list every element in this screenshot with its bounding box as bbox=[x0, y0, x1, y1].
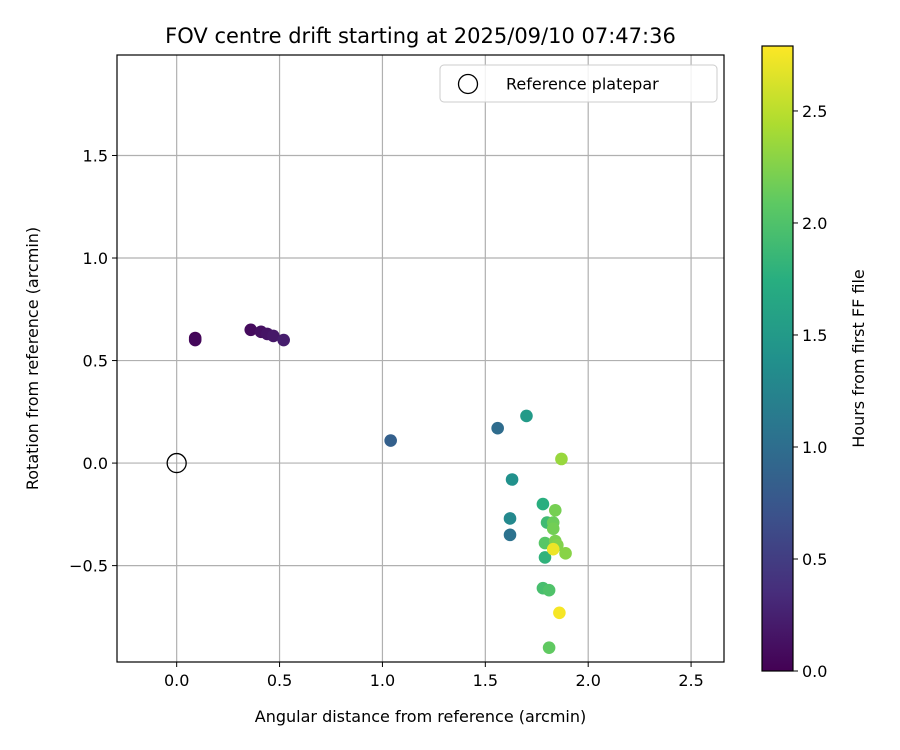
colorbar-gradient bbox=[762, 46, 793, 671]
x-tick-label: 0.5 bbox=[267, 671, 292, 690]
colorbar-tick-label: 0.5 bbox=[802, 550, 827, 569]
y-axis-label: Rotation from reference (arcmin) bbox=[23, 227, 42, 490]
y-tick-label: −0.5 bbox=[69, 557, 108, 576]
colorbar-tick-label: 2.5 bbox=[802, 102, 827, 121]
data-point bbox=[188, 333, 202, 347]
data-point bbox=[546, 522, 560, 536]
x-tick-label: 1.5 bbox=[473, 671, 498, 690]
data-point bbox=[542, 641, 556, 654]
colorbar-label: Hours from first FF file bbox=[849, 269, 868, 448]
y-tick-label: 0.5 bbox=[83, 352, 108, 371]
colorbar-frame bbox=[761, 45, 794, 672]
data-point bbox=[503, 528, 517, 542]
colorbar-tick-label: 0.0 bbox=[802, 662, 827, 681]
legend: Reference platepar bbox=[439, 64, 718, 103]
y-tick-label: 1.5 bbox=[83, 146, 108, 165]
data-point bbox=[244, 323, 258, 337]
legend-label: Reference platepar bbox=[506, 75, 659, 94]
data-points bbox=[188, 323, 572, 654]
chart-title: FOV centre drift starting at 2025/09/10 … bbox=[165, 24, 676, 48]
x-tick-label: 2.5 bbox=[678, 671, 703, 690]
data-point bbox=[491, 421, 504, 435]
y-tick-label: 0.0 bbox=[83, 454, 108, 473]
data-point bbox=[555, 452, 568, 466]
x-axis-ticks: 0.0 0.5 1.0 1.5 2.0 2.5 bbox=[164, 662, 704, 690]
x-tick-label: 0.0 bbox=[164, 671, 189, 690]
x-tick-label: 1.0 bbox=[370, 671, 395, 690]
grid-lines bbox=[117, 55, 724, 662]
data-point bbox=[559, 547, 572, 560]
colorbar-tick-label: 2.0 bbox=[802, 214, 827, 233]
data-point bbox=[267, 329, 280, 343]
data-point bbox=[548, 503, 562, 517]
plot-frame bbox=[116, 54, 725, 663]
data-point bbox=[538, 551, 552, 564]
colorbar-ticks: 0.0 0.5 1.0 1.5 2.0 2.5 bbox=[793, 102, 827, 681]
data-point bbox=[503, 512, 517, 525]
data-point bbox=[505, 473, 519, 486]
data-point bbox=[546, 542, 560, 556]
data-point bbox=[520, 409, 533, 423]
legend-box bbox=[439, 64, 718, 103]
colorbar: 0.0 0.5 1.0 1.5 2.0 2.5 Hours from first FF f… bbox=[761, 45, 868, 681]
data-point bbox=[384, 434, 397, 447]
data-point bbox=[536, 497, 550, 511]
data-point bbox=[542, 583, 556, 597]
colorbar-tick-label: 1.0 bbox=[802, 438, 827, 457]
reference-point-marker bbox=[166, 452, 187, 474]
y-tick-label: 1.0 bbox=[83, 249, 108, 268]
reference-marker-group bbox=[166, 452, 187, 474]
y-axis-ticks: −0.5 0.0 0.5 1.0 1.5 bbox=[69, 146, 117, 576]
legend-marker-icon bbox=[457, 73, 479, 95]
x-axis-label: Angular distance from reference (arcmin) bbox=[255, 707, 586, 726]
data-point bbox=[553, 606, 566, 620]
data-point bbox=[277, 333, 290, 347]
x-tick-label: 2.0 bbox=[575, 671, 600, 690]
colorbar-tick-label: 1.5 bbox=[802, 326, 827, 345]
plot-area bbox=[117, 55, 724, 662]
